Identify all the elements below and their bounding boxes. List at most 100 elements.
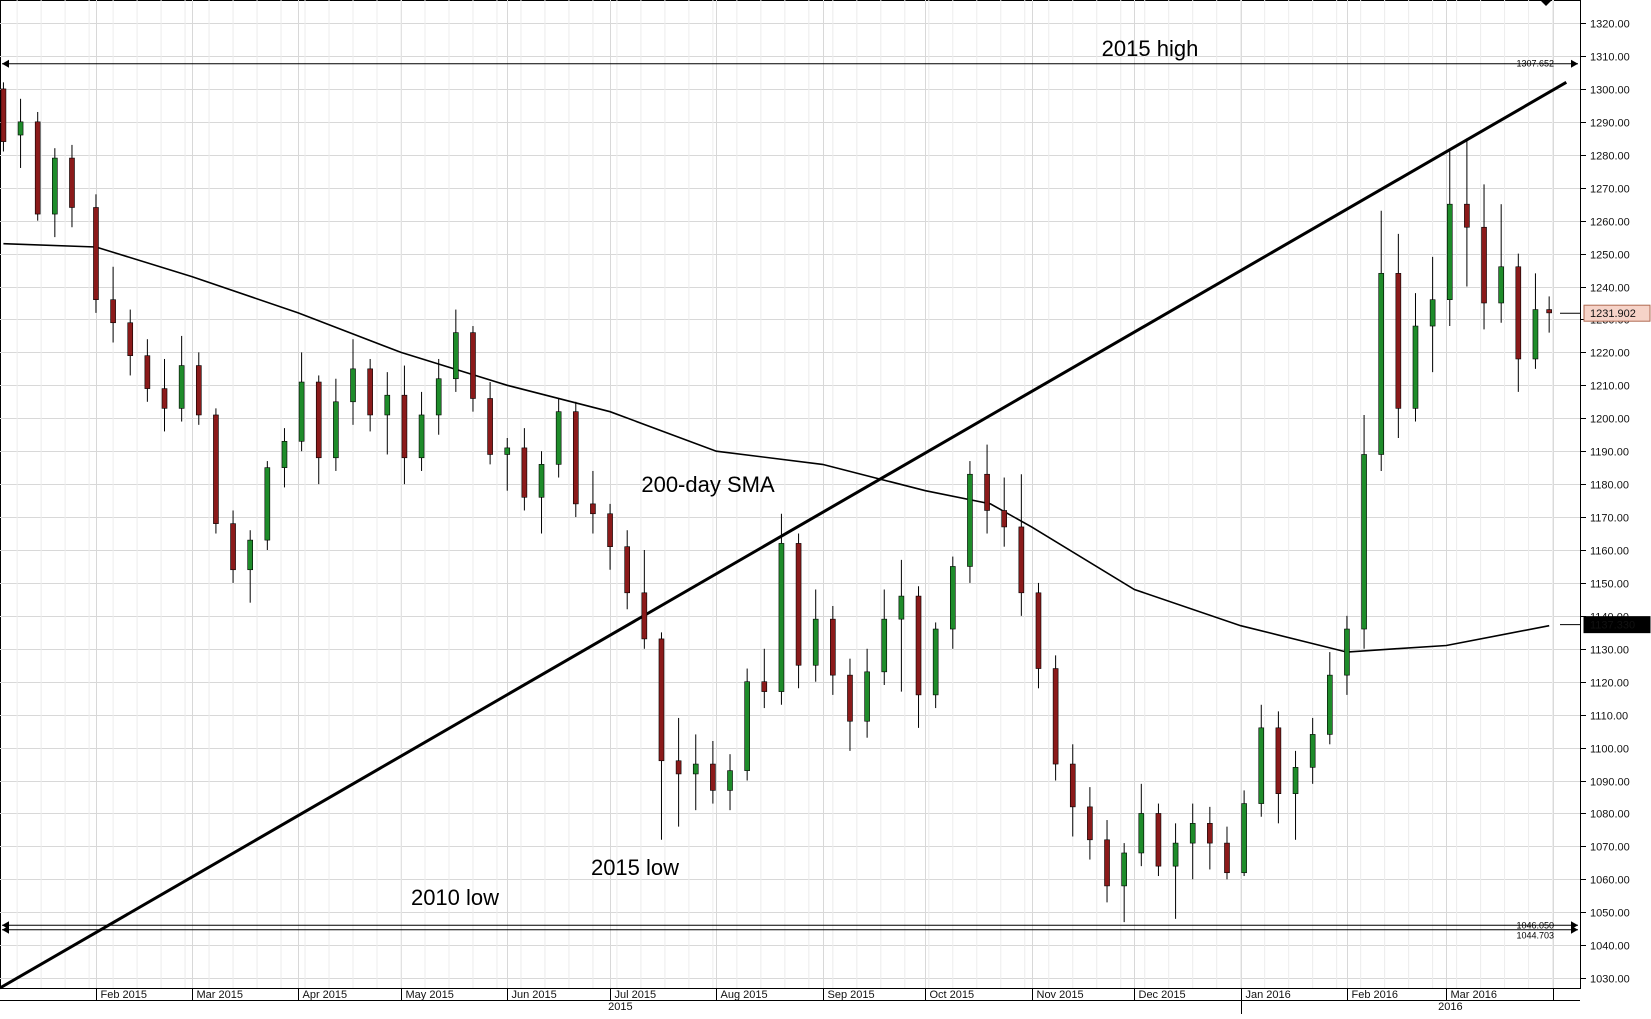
candle-body-up bbox=[333, 401, 339, 459]
candle-body-up bbox=[1498, 266, 1504, 304]
candle-body-up bbox=[778, 543, 785, 692]
candle-body-down bbox=[1018, 526, 1025, 594]
candle bbox=[230, 510, 236, 583]
candle bbox=[1446, 151, 1453, 327]
candle-body-down bbox=[1087, 806, 1093, 841]
candle bbox=[967, 461, 973, 583]
candle bbox=[418, 391, 425, 471]
y-tick-label: 1170.00 bbox=[1590, 513, 1629, 525]
candle-body-up bbox=[932, 628, 939, 696]
y-tick-label: 1190.00 bbox=[1590, 447, 1629, 459]
candle bbox=[1018, 474, 1025, 616]
y-tick-label: 1060.00 bbox=[1590, 875, 1630, 887]
candle-body-down bbox=[1275, 727, 1282, 794]
candle bbox=[744, 668, 750, 781]
level-value-label: 1307.652 bbox=[1516, 59, 1554, 69]
x-tick-label: Nov 2015 bbox=[1037, 989, 1084, 1001]
candle bbox=[1035, 582, 1042, 689]
candle-body-up bbox=[967, 473, 973, 567]
candle-body-down bbox=[984, 473, 990, 511]
y-tick-label: 1040.00 bbox=[1590, 941, 1630, 953]
candle-body-down bbox=[0, 88, 7, 142]
candle-body-down bbox=[1052, 668, 1059, 765]
candle-body-up bbox=[864, 671, 870, 722]
candle bbox=[17, 98, 24, 168]
candle-body-up bbox=[1189, 823, 1196, 844]
candle-body-up bbox=[1309, 734, 1316, 768]
candle bbox=[812, 589, 819, 682]
level-arrow-right bbox=[1571, 59, 1578, 68]
y-tick-label: 1210.00 bbox=[1590, 381, 1630, 393]
candle-body-up bbox=[1378, 273, 1385, 455]
candle-body-down bbox=[847, 674, 853, 722]
candle bbox=[1498, 204, 1504, 323]
candle bbox=[264, 461, 271, 550]
candle bbox=[1087, 787, 1093, 860]
candle-body-up bbox=[384, 394, 391, 416]
candle bbox=[692, 734, 699, 811]
candle-body-down bbox=[590, 503, 596, 515]
candle bbox=[470, 326, 476, 412]
candle-body-up bbox=[1292, 767, 1299, 794]
candle-body-down bbox=[69, 157, 75, 208]
candle bbox=[504, 438, 511, 491]
candle bbox=[555, 398, 562, 478]
candle-body-up bbox=[1138, 813, 1145, 854]
candle-body-down bbox=[470, 332, 476, 399]
x-tick-label: Feb 2015 bbox=[101, 989, 147, 1001]
level-arrow-left bbox=[2, 59, 9, 68]
candle bbox=[127, 309, 134, 376]
candle bbox=[1275, 711, 1282, 824]
candle-body-up bbox=[1172, 842, 1179, 867]
sma-value-tag-box bbox=[1583, 616, 1651, 634]
candle-body-up bbox=[1121, 852, 1127, 887]
candle bbox=[881, 589, 888, 686]
y-tick-label: 1200.00 bbox=[1590, 414, 1630, 426]
candle bbox=[727, 754, 733, 811]
candle bbox=[52, 148, 58, 238]
candle-body-down bbox=[1481, 226, 1487, 304]
candle-body-up bbox=[727, 770, 733, 791]
candle bbox=[624, 530, 631, 610]
trendline bbox=[0, 81, 1568, 990]
x-tick-label: Mar 2015 bbox=[197, 989, 243, 1001]
y-tick-label: 1100.00 bbox=[1590, 744, 1629, 756]
last-price-tag: 1231.902 bbox=[1590, 308, 1636, 320]
candle-body-up bbox=[692, 763, 699, 775]
candle-body-down bbox=[1464, 203, 1470, 228]
plot-frame bbox=[0, 0, 1581, 989]
candle bbox=[1378, 210, 1385, 471]
candle-body-up bbox=[1241, 803, 1247, 874]
candle-body-down bbox=[607, 513, 613, 547]
y-tick-label: 1280.00 bbox=[1590, 151, 1630, 163]
candle-body-up bbox=[1446, 203, 1453, 300]
candle bbox=[1395, 233, 1402, 439]
candle-body-down bbox=[195, 365, 202, 416]
candle bbox=[247, 530, 253, 603]
candle bbox=[1327, 652, 1333, 745]
candle bbox=[1292, 750, 1299, 840]
candle bbox=[1155, 803, 1162, 877]
y-tick-label: 1260.00 bbox=[1590, 217, 1630, 229]
candle-body-down bbox=[110, 299, 116, 324]
candle bbox=[675, 717, 682, 827]
y-tick-label: 1250.00 bbox=[1590, 250, 1630, 262]
candle-body-up bbox=[898, 595, 905, 620]
candle-body-down bbox=[1515, 266, 1522, 360]
sma-line bbox=[3, 242, 1550, 653]
candle-body-up bbox=[52, 157, 58, 215]
candle-body-up bbox=[504, 447, 511, 455]
candle bbox=[1224, 826, 1230, 880]
candle bbox=[1309, 717, 1316, 784]
candle-body-up bbox=[17, 121, 24, 136]
candle-body-down bbox=[93, 207, 99, 300]
candle bbox=[298, 352, 305, 452]
candle bbox=[1515, 253, 1522, 392]
candle-body-down bbox=[487, 398, 493, 455]
candle-body-down bbox=[830, 618, 836, 676]
candle bbox=[984, 444, 990, 534]
candle bbox=[0, 82, 7, 152]
candle-body-down bbox=[710, 763, 716, 791]
candle bbox=[1464, 138, 1470, 287]
